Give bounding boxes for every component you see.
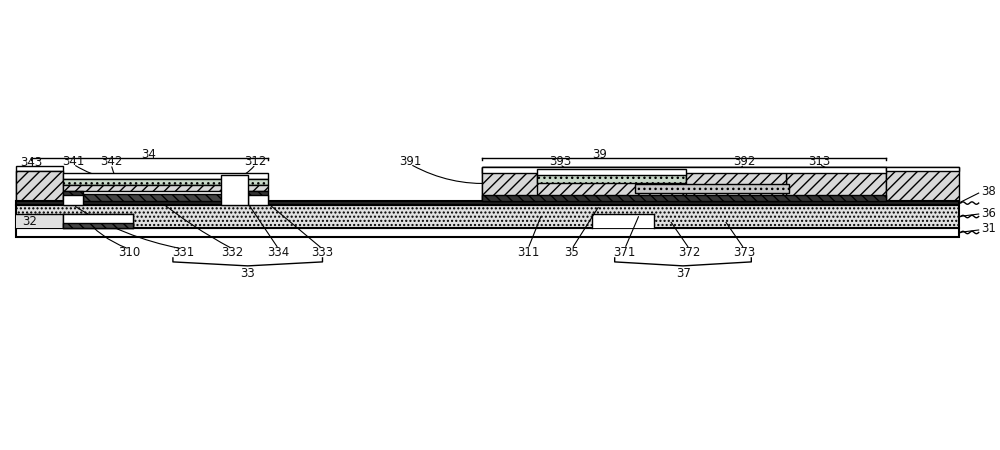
Bar — [63, 173, 268, 179]
Text: 393: 393 — [549, 155, 571, 168]
Text: 36: 36 — [981, 207, 996, 220]
Text: 34: 34 — [142, 148, 156, 161]
Bar — [592, 214, 654, 228]
Bar — [482, 167, 537, 201]
Bar — [16, 228, 959, 237]
Bar — [63, 185, 268, 191]
Bar — [482, 167, 886, 201]
Bar — [16, 171, 63, 201]
Bar — [221, 175, 248, 205]
Polygon shape — [248, 191, 268, 201]
Text: 373: 373 — [733, 247, 755, 259]
Text: 312: 312 — [244, 155, 267, 168]
Bar — [63, 214, 133, 228]
Text: 310: 310 — [118, 247, 140, 259]
Bar — [63, 195, 83, 205]
Bar — [886, 167, 959, 171]
Text: 342: 342 — [100, 155, 122, 168]
Text: 33: 33 — [240, 267, 255, 280]
Text: 372: 372 — [678, 247, 701, 259]
Bar — [482, 195, 886, 201]
Text: 37: 37 — [676, 267, 691, 280]
Text: 391: 391 — [399, 155, 421, 168]
Text: 331: 331 — [172, 247, 194, 259]
Bar — [248, 195, 268, 205]
Bar — [63, 223, 133, 228]
Bar — [16, 166, 63, 171]
Text: 332: 332 — [222, 247, 244, 259]
Text: 32: 32 — [22, 215, 37, 228]
Bar — [16, 205, 959, 228]
Bar — [16, 201, 959, 205]
Text: 343: 343 — [20, 156, 42, 169]
Text: 371: 371 — [613, 247, 636, 259]
Bar — [786, 167, 886, 201]
Text: 39: 39 — [592, 148, 607, 161]
Text: 333: 333 — [311, 247, 334, 259]
Bar — [537, 169, 686, 175]
Bar — [635, 184, 789, 193]
Text: 31: 31 — [981, 222, 996, 235]
Bar — [63, 214, 133, 228]
Bar — [686, 167, 786, 201]
Text: 311: 311 — [517, 247, 539, 259]
Polygon shape — [63, 191, 83, 201]
Bar — [63, 179, 268, 185]
Bar — [537, 167, 686, 183]
Text: 341: 341 — [62, 155, 84, 168]
Text: 334: 334 — [267, 247, 290, 259]
Bar — [16, 214, 63, 228]
Bar — [886, 167, 959, 201]
Text: 392: 392 — [733, 155, 756, 168]
Text: 35: 35 — [564, 247, 579, 259]
Text: 38: 38 — [981, 184, 996, 198]
Text: 313: 313 — [808, 155, 830, 168]
Bar — [83, 194, 248, 201]
Bar — [16, 171, 63, 201]
Bar — [482, 167, 886, 173]
